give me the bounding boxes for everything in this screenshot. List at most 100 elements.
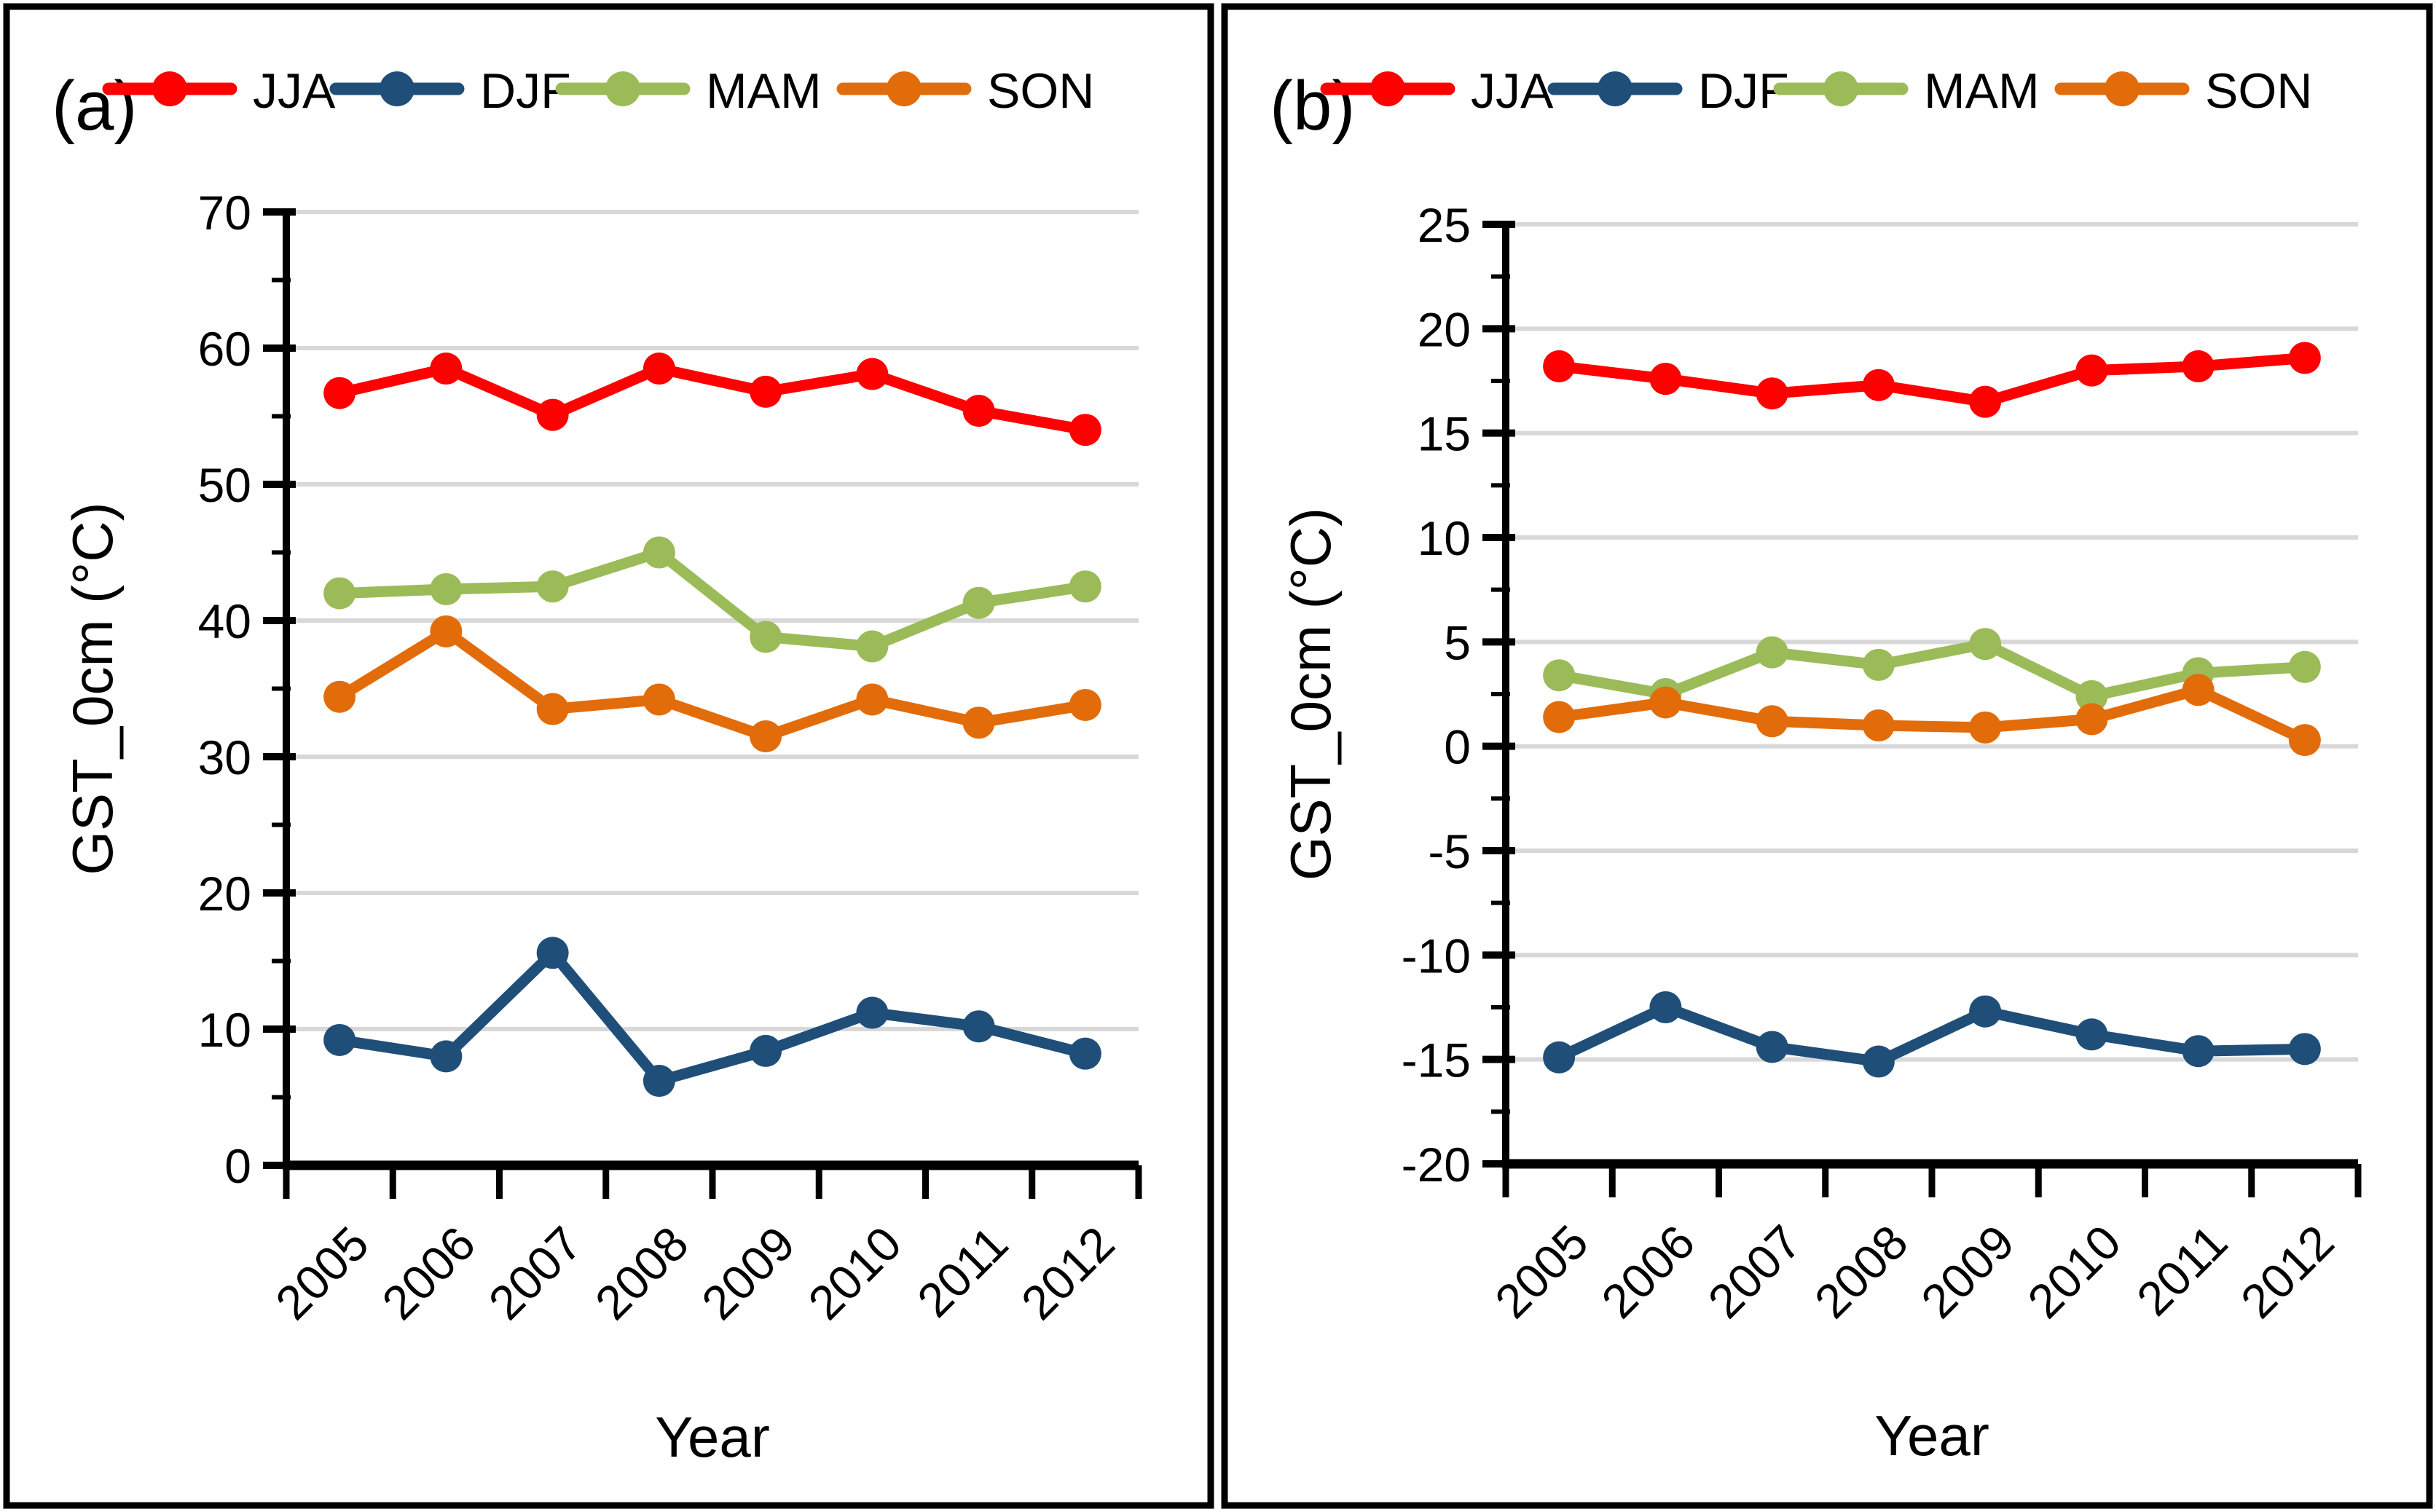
x-tick-label: 2005: [1485, 1215, 1598, 1328]
series-SON-marker: [1756, 705, 1788, 738]
series-SON-marker: [1969, 711, 2002, 744]
series-JJA-marker: [2075, 354, 2108, 387]
series-MAM-marker: [1969, 628, 2002, 661]
series-MAM-marker: [1862, 648, 1895, 681]
panel-label-b: (b): [1270, 67, 1355, 145]
series-JJA-line: [1553, 352, 2311, 408]
series-JJA-marker: [1543, 350, 1576, 382]
series-JJA-marker: [856, 358, 889, 390]
y-tick-label: 15: [1418, 407, 1471, 461]
y-tick-label: -10: [1402, 929, 1471, 983]
y-tick-label: 0: [1444, 720, 1471, 774]
series-DJF-marker: [856, 996, 889, 1029]
series-JJA-marker: [643, 353, 675, 385]
series-JJA-marker: [2288, 342, 2321, 374]
y-axis-title: GST_0cm (°C): [1278, 508, 1343, 881]
y-tick-label: 20: [1418, 302, 1471, 356]
x-tick-label: 2011: [907, 1216, 1018, 1328]
legend-label-MAM: MAM: [706, 63, 822, 119]
series-MAM-marker: [1543, 659, 1576, 692]
series-DJF-marker: [1649, 991, 1682, 1023]
series-MAM-marker: [750, 621, 782, 653]
series-SON-marker: [2182, 674, 2215, 706]
series-DJF-marker: [1069, 1037, 1101, 1070]
series-SON-line: [1553, 684, 2311, 746]
legend-marker-DJF: [1598, 71, 1632, 106]
series-DJF-marker: [2182, 1035, 2215, 1068]
series-MAM-marker: [856, 630, 889, 663]
series-MAM-marker: [323, 577, 356, 610]
series-DJF-marker: [536, 937, 569, 969]
series-SON-marker: [856, 683, 889, 716]
series-SON-marker: [1069, 688, 1101, 721]
legend-marker-MAM: [1823, 71, 1858, 106]
x-tick-label: 2007: [1697, 1215, 1811, 1328]
legend-label-JJA: JJA: [253, 63, 336, 119]
series-DJF-marker: [962, 1010, 995, 1043]
x-axis-title: Year: [1874, 1403, 1989, 1468]
legend-marker-SON: [2105, 71, 2140, 106]
y-tick-label: 30: [198, 731, 251, 784]
series-SON-marker: [536, 693, 569, 725]
legend-marker-SON: [887, 71, 922, 106]
y-tick-label: 20: [198, 867, 251, 921]
series-SON-line: [334, 626, 1091, 742]
panel-border-b: [1221, 3, 2433, 1509]
series-JJA-marker: [1756, 377, 1788, 410]
series-JJA-marker: [2182, 350, 2215, 382]
series-DJF-marker: [430, 1040, 463, 1073]
legend-marker-JJA: [152, 71, 187, 106]
x-tick-label: 2010: [2017, 1215, 2131, 1328]
series-MAM-marker: [643, 536, 675, 569]
series-SON-marker: [323, 680, 356, 713]
x-tick-label: 2008: [1804, 1215, 1918, 1328]
series-DJF-marker: [1969, 995, 2002, 1028]
series-MAM-marker: [430, 572, 463, 605]
series-JJA-marker: [323, 377, 356, 409]
series-DJF-marker: [2075, 1018, 2108, 1051]
panel-label-a: (a): [52, 67, 137, 145]
x-tick-label: 2009: [691, 1216, 805, 1330]
x-tick-label: 2008: [585, 1216, 699, 1330]
y-axis-title: GST_0cm (°C): [60, 502, 125, 875]
x-axis-title: Year: [655, 1405, 770, 1469]
y-tick-label: 60: [198, 322, 251, 376]
legend-marker-DJF: [380, 71, 414, 106]
panel-b: (b) JJA DJF MAM SON -20 -15 -10 -5 0 5 10 15 20 25 2005…: [1221, 3, 2433, 1509]
series-DJF-marker: [750, 1034, 782, 1067]
y-tick-label: -5: [1428, 824, 1471, 878]
series-MAM-marker: [2288, 650, 2321, 683]
series-SON-b: [1543, 674, 2321, 757]
legend-label-SON: SON: [987, 63, 1094, 119]
series-JJA-line: [334, 363, 1091, 436]
x-tick-label: 2012: [1011, 1216, 1125, 1330]
series-DJF-marker: [643, 1065, 675, 1098]
y-tick-label: 25: [1418, 198, 1471, 252]
series-JJA-marker: [750, 375, 782, 408]
y-tick-label: 5: [1444, 615, 1471, 669]
x-tick-label: 2009: [1911, 1215, 2024, 1328]
x-tick-label: 2011: [2126, 1215, 2238, 1326]
y-tick-label: 0: [224, 1139, 251, 1193]
y-tick-label: 40: [198, 594, 251, 648]
legend-label-DJF: DJF: [480, 63, 571, 119]
legend-label-MAM: MAM: [1924, 63, 2040, 119]
series-SON-marker: [1543, 701, 1576, 733]
y-tick-label: 10: [198, 1003, 251, 1057]
series-MAM-marker: [536, 570, 569, 603]
series-JJA-marker: [1969, 385, 2002, 418]
legend-label-DJF: DJF: [1698, 63, 1789, 119]
series-JJA-marker: [962, 395, 995, 428]
series-SON-marker: [1862, 709, 1895, 741]
series-SON-marker: [2075, 703, 2108, 736]
series-SON-marker: [962, 706, 995, 739]
x-tick-label: 2005: [265, 1216, 379, 1330]
series-JJA-b: [1543, 342, 2321, 418]
series-DJF-marker: [1862, 1045, 1895, 1078]
series-JJA-a: [323, 353, 1101, 446]
series-JJA-marker: [1862, 369, 1895, 401]
x-tick-label: 2012: [2231, 1215, 2344, 1328]
legend-marker-JJA: [1370, 71, 1405, 106]
series-DJF-marker: [1756, 1031, 1788, 1063]
